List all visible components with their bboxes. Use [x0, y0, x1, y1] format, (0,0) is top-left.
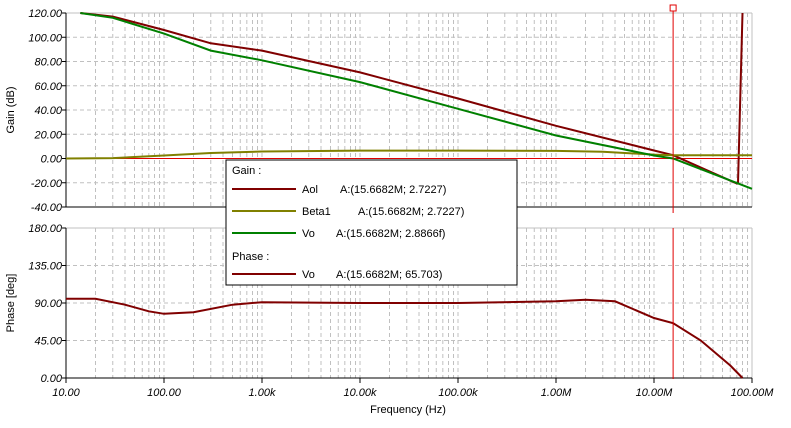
xtick-label: 10.00M — [636, 387, 674, 399]
phase-ytick-label: 180.00 — [28, 223, 63, 235]
gain-ytick-label: 120.00 — [28, 8, 63, 20]
legend-phase-header: Phase : — [232, 251, 269, 263]
gain-ytick-label: 60.00 — [34, 81, 62, 93]
gain-ytick-label: 80.00 — [34, 57, 62, 69]
xtick-label: 100.00k — [438, 387, 478, 399]
phase-ytick-label: 0.00 — [41, 373, 63, 385]
legend-readout-vo: A:(15.6682M; 2.8866f) — [336, 228, 445, 240]
gain-ytick-label: 100.00 — [28, 32, 63, 44]
gain-ytick-label: 20.00 — [33, 129, 62, 141]
legend-name-phase-vo: Vo — [302, 269, 315, 281]
gain-ytick-label: 0.00 — [41, 154, 63, 166]
legend-readout-aol: A:(15.6682M; 2.7227) — [340, 184, 446, 196]
gain-ytick-label: -20.00 — [31, 178, 63, 190]
phase-ylabel: Phase [deg] — [5, 274, 17, 333]
cursor-handle — [669, 4, 677, 12]
gain-series-beta1 — [65, 149, 752, 160]
gain-series-vo — [80, 12, 753, 190]
phase-ytick-label: 135.00 — [28, 261, 63, 273]
xtick-label: 1.00M — [541, 387, 572, 399]
legend-name-aol: Aol — [302, 184, 318, 196]
xtick-label: 100.00M — [731, 387, 775, 399]
xtick-label: 100.00 — [147, 387, 182, 399]
xtick-label: 10.00k — [343, 387, 377, 399]
xtick-label: 10.00 — [52, 387, 80, 399]
gain-ytick-label: -40.00 — [31, 202, 63, 214]
legend-readout-phase-vo: A:(15.6682M; 65.703) — [336, 269, 442, 281]
legend-name-beta1: Beta1 — [302, 206, 331, 218]
legend-name-vo: Vo — [302, 228, 315, 240]
legend-gain-header: Gain : — [232, 165, 261, 177]
phase-series-vo — [66, 297, 744, 379]
phase-ytick-label: 45.00 — [34, 336, 62, 348]
xtick-label: 1.00k — [249, 387, 276, 399]
gain-ytick-label: 40.00 — [34, 105, 62, 117]
legend[interactable]: Gain : Aol A:(15.6682M; 2.7227) Beta1 A:… — [225, 159, 518, 286]
gain-ylabel: Gain (dB) — [5, 86, 17, 133]
xlabel: Frequency (Hz) — [370, 404, 446, 416]
phase-ytick-label: 90.00 — [34, 298, 62, 310]
legend-readout-beta1: A:(15.6682M; 2.7227) — [358, 206, 464, 218]
